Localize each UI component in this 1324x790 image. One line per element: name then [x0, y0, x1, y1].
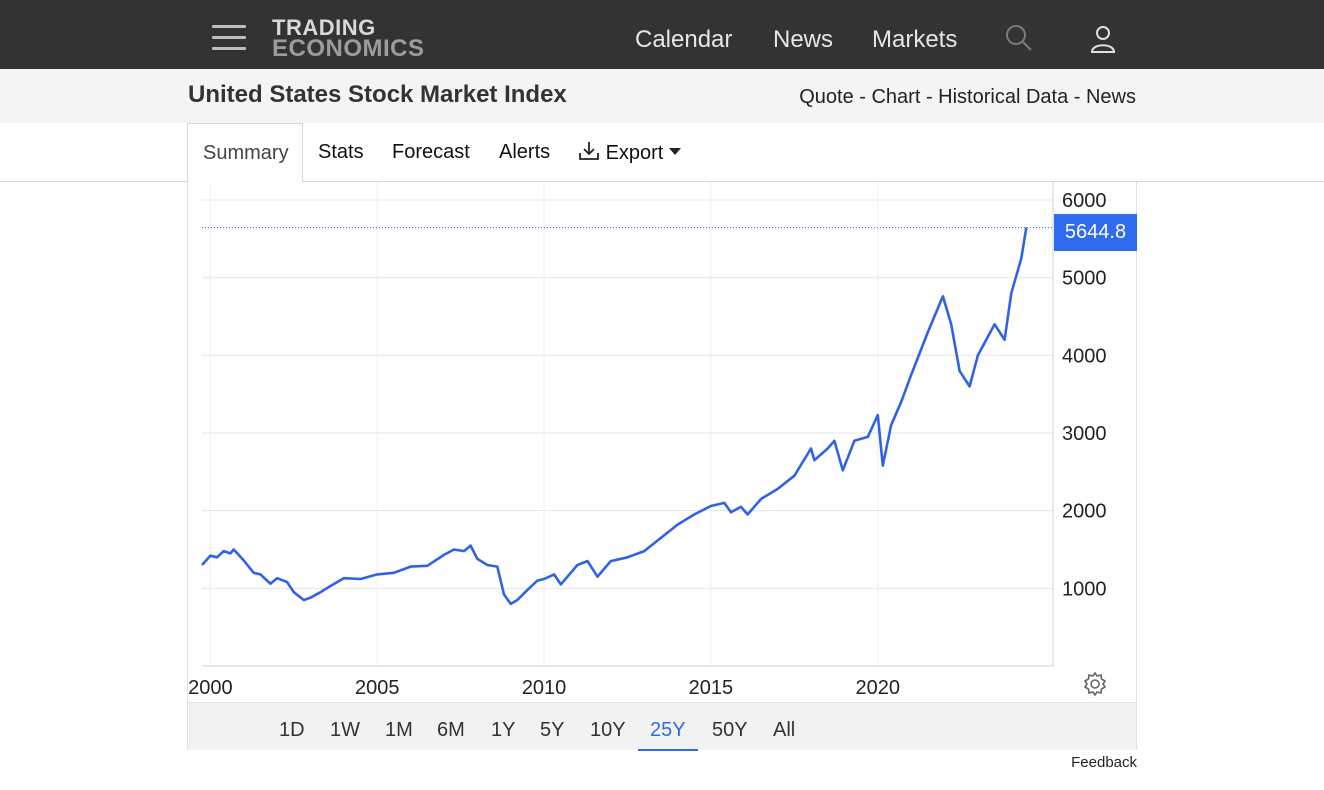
last-price-tag: 5644.8 [1054, 214, 1137, 251]
y-tick-label: 4000 [1062, 345, 1107, 367]
x-tick-label: 2015 [689, 677, 734, 699]
tab-summary[interactable]: Summary [187, 123, 303, 182]
link-historical-data[interactable]: Historical Data [938, 86, 1069, 108]
series-line [201, 227, 1028, 606]
tab-alerts[interactable]: Alerts [499, 141, 551, 163]
feedback-link[interactable]: Feedback [1071, 754, 1137, 771]
tab-forecast[interactable]: Forecast [392, 141, 470, 163]
y-tick-label: 2000 [1062, 501, 1107, 523]
download-icon [579, 142, 599, 160]
logo[interactable]: TRADING ECONOMICS [272, 15, 425, 63]
range-all[interactable]: All [773, 719, 796, 741]
x-tick-label: 2005 [355, 677, 400, 699]
price-chart[interactable]: 1000 2000 3000 4000 5000 6000 2000 2005 2010 2015… [188, 182, 1136, 702]
link-quote[interactable]: Quote [799, 86, 854, 108]
range-1y[interactable]: 1Y [491, 719, 516, 741]
user-icon[interactable] [1090, 24, 1116, 59]
title-bar [0, 69, 1324, 123]
x-tick-label: 2020 [856, 677, 901, 699]
menu-icon[interactable] [212, 25, 246, 51]
range-50y[interactable]: 50Y [712, 719, 748, 741]
y-tick-label: 5000 [1062, 268, 1107, 290]
quick-links: Quote - Chart - Historical Data - News [799, 86, 1136, 108]
caret-down-icon [668, 148, 681, 155]
settings-gear-icon[interactable] [1082, 671, 1108, 702]
range-5y[interactable]: 5Y [540, 719, 565, 741]
y-tick-label: 1000 [1062, 578, 1107, 600]
nav-markets[interactable]: Markets [872, 26, 958, 53]
tab-stats[interactable]: Stats [318, 141, 364, 163]
range-6m[interactable]: 6M [437, 719, 465, 741]
top-navigation-bar: TRADING ECONOMICS Calendar News Markets [0, 0, 1324, 69]
logo-line2: ECONOMICS [272, 35, 425, 63]
link-news[interactable]: News [1085, 86, 1136, 108]
tab-summary-label: Summary [203, 142, 289, 164]
range-1m[interactable]: 1M [385, 719, 413, 741]
logo-line1: TRADING [272, 15, 376, 40]
x-tick-label: 2010 [522, 677, 567, 699]
range-1w[interactable]: 1W [330, 719, 360, 741]
nav-calendar[interactable]: Calendar [635, 26, 733, 53]
nav-news[interactable]: News [773, 26, 834, 53]
y-tick-label: 3000 [1062, 423, 1107, 445]
export-label: Export [605, 142, 664, 164]
page-title: United States Stock Market Index [188, 81, 567, 108]
export-button[interactable]: Export [578, 141, 681, 165]
range-25y[interactable]: 25Y [638, 719, 698, 751]
y-tick-label: 6000 [1062, 190, 1107, 212]
x-tick-label: 2000 [188, 677, 233, 699]
range-1d[interactable]: 1D [279, 719, 305, 741]
range-10y[interactable]: 10Y [590, 719, 626, 741]
link-chart[interactable]: Chart [871, 86, 921, 108]
search-icon[interactable] [1005, 24, 1033, 57]
range-selector: 1D 1W 1M 6M 1Y 5Y 10Y 25Y 50Y All [188, 702, 1136, 751]
chart-panel: 1000 2000 3000 4000 5000 6000 2000 2005 2010 2015… [187, 182, 1137, 751]
